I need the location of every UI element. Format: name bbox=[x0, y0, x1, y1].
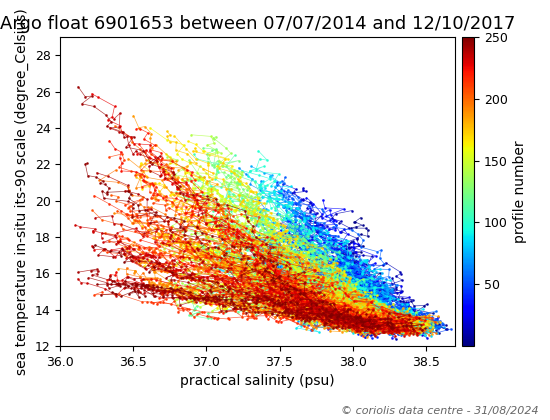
Y-axis label: profile number: profile number bbox=[514, 140, 527, 243]
X-axis label: practical salinity (psu): practical salinity (psu) bbox=[180, 374, 335, 388]
Text: © coriolis data centre - 31/08/2024: © coriolis data centre - 31/08/2024 bbox=[342, 406, 539, 416]
Y-axis label: sea temperature in-situ its-90 scale (degree_Celsius): sea temperature in-situ its-90 scale (de… bbox=[15, 8, 29, 375]
Title: Argo float 6901653 between 07/07/2014 and 12/10/2017: Argo float 6901653 between 07/07/2014 an… bbox=[0, 15, 515, 33]
